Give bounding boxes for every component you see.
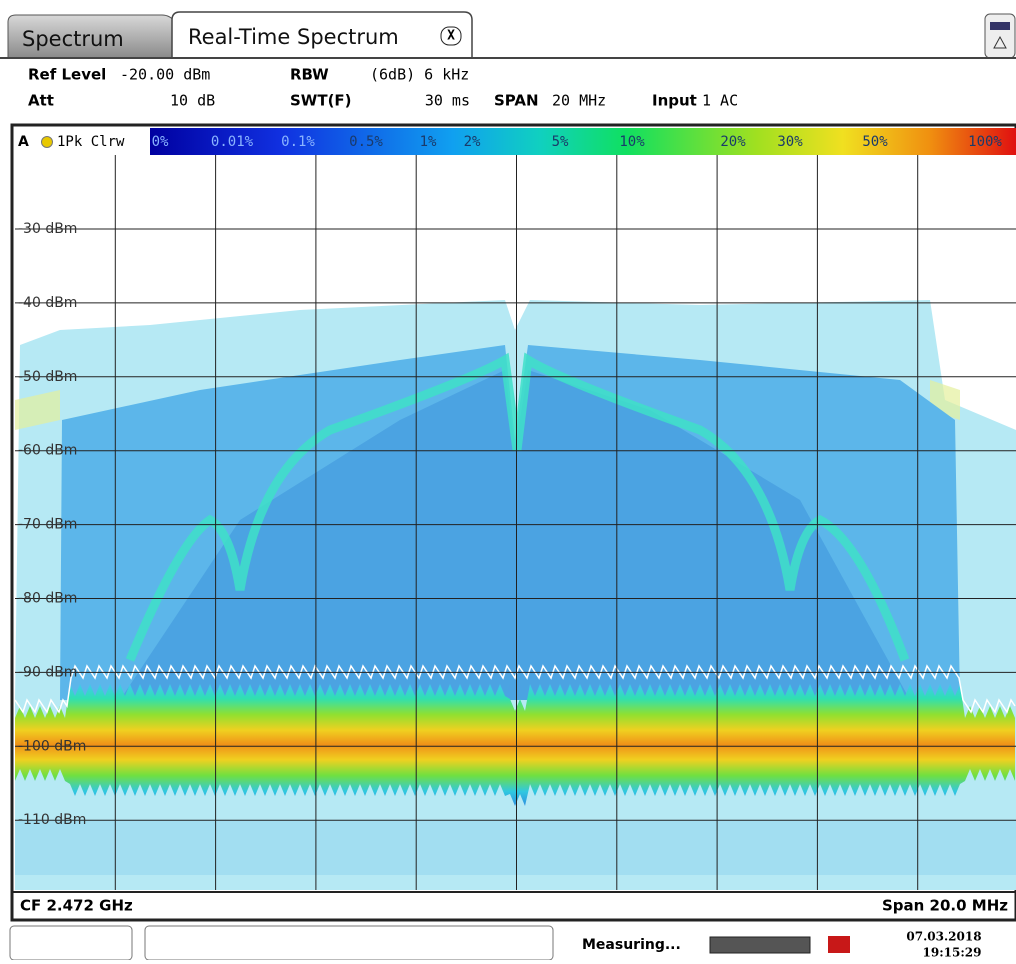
scale-label: 0.5% xyxy=(349,134,383,150)
y-axis-label: -80 dBm xyxy=(18,591,77,607)
scale-label: 0% xyxy=(152,134,169,150)
setting-label: Att xyxy=(28,92,54,110)
progress-bar xyxy=(709,936,811,954)
tab-active[interactable] xyxy=(171,11,473,58)
scale-label: 20% xyxy=(720,134,746,150)
scale-label: 2% xyxy=(464,134,481,150)
y-axis-label: -60 dBm xyxy=(18,443,77,459)
scale-label: 50% xyxy=(862,134,888,150)
setting-value: 30 ms xyxy=(425,92,470,110)
setting-label: Input xyxy=(652,92,697,110)
icon xyxy=(990,22,1010,30)
status-icon xyxy=(828,936,850,953)
scale-label: 0.1% xyxy=(281,134,315,150)
spectrogram xyxy=(15,300,1016,890)
setting-value: 20 MHz xyxy=(552,92,606,110)
scale-label: 30% xyxy=(777,134,803,150)
y-axis-label: -40 dBm xyxy=(18,295,77,311)
close-button-label[interactable]: X xyxy=(447,29,455,44)
status-date: 07.03.2018 xyxy=(906,930,981,944)
noise-floor xyxy=(15,820,1016,875)
color-scale xyxy=(150,128,1016,155)
scale-label: 5% xyxy=(552,134,569,150)
y-axis-label: -100 dBm xyxy=(18,738,86,754)
scale-label: 10% xyxy=(619,134,645,150)
setting-value: (6dB) 6 kHz xyxy=(370,66,469,84)
signal-band xyxy=(15,684,1015,806)
y-axis-label: -50 dBm xyxy=(18,369,77,385)
trace-line xyxy=(15,664,1016,714)
center-frequency: CF 2.472 GHz xyxy=(20,897,133,915)
scale-label: 1% xyxy=(420,134,437,150)
setting-value: 10 dB xyxy=(170,92,215,110)
status-time: 19:15:29 xyxy=(923,946,982,960)
persistence-core xyxy=(120,370,910,700)
span-label: Span 20.0 MHz xyxy=(882,897,1008,915)
close-button[interactable] xyxy=(440,26,462,46)
tab-label[interactable]: Spectrum xyxy=(22,27,124,51)
icon xyxy=(993,35,1007,49)
y-axis-label: -90 dBm xyxy=(18,664,77,680)
y-axis-label: -70 dBm xyxy=(18,517,77,533)
status-field xyxy=(144,925,554,961)
y-axis-label: -30 dBm xyxy=(18,221,77,237)
setting-value: 1 AC xyxy=(702,92,738,110)
status-field xyxy=(9,925,133,961)
setting-value: -20.00 dBm xyxy=(120,66,210,84)
trace-indicator xyxy=(41,136,53,148)
setting-label: Ref Level xyxy=(28,66,106,84)
window-label: A xyxy=(18,134,29,150)
persistence-trace xyxy=(125,352,910,662)
setting-label: RBW xyxy=(290,66,329,84)
tab-label[interactable]: Real-Time Spectrum xyxy=(188,25,399,49)
setting-label: SWT(F) xyxy=(290,92,352,110)
y-axis-label: -110 dBm xyxy=(18,812,86,828)
status-message: Measuring... xyxy=(582,937,681,953)
scale-label: 0.01% xyxy=(211,134,254,150)
trace-label: 1Pk Clrw xyxy=(57,134,125,150)
persistence-edge xyxy=(15,390,60,430)
setting-label: SPAN xyxy=(494,92,539,110)
scale-label: 100% xyxy=(968,134,1002,150)
